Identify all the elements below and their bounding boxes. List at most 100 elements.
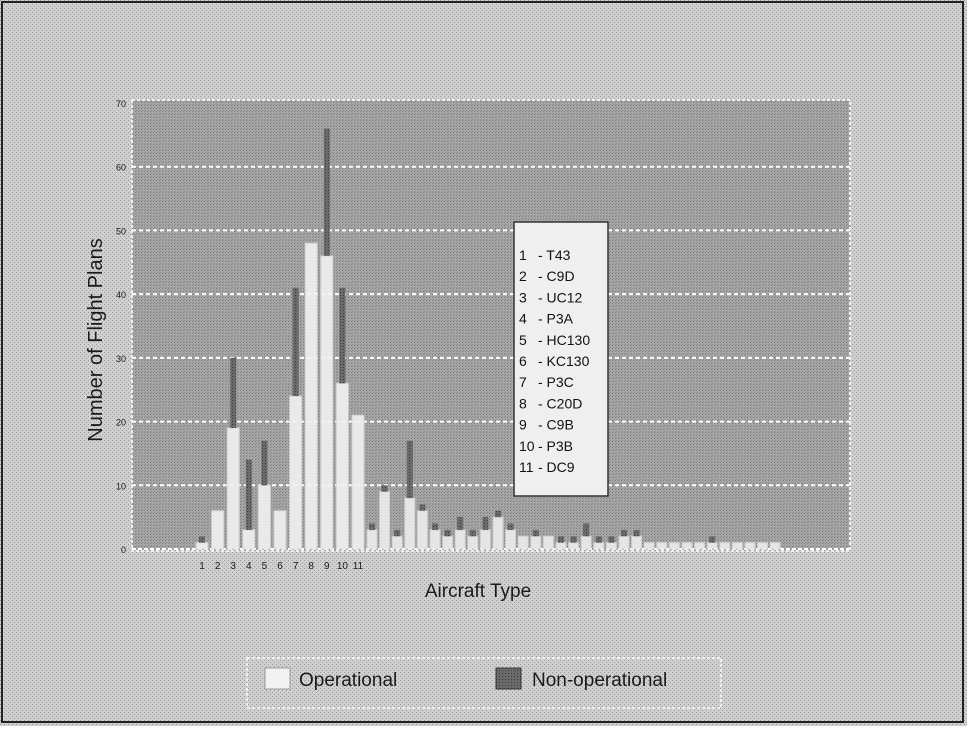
bars xyxy=(195,128,781,550)
bar-non-operational-extra-21 xyxy=(482,517,489,530)
key-number-9: 9 xyxy=(519,417,527,433)
key-name-2: - C9D xyxy=(538,268,575,284)
y-tick-label-70: 70 xyxy=(116,99,126,109)
bar-operational-extra-12 xyxy=(366,529,378,550)
key-name-5: - HC130 xyxy=(538,332,590,348)
bar-non-operational-extra-23 xyxy=(507,523,514,530)
bar-operational-extra-16 xyxy=(416,510,428,550)
key-name-9: - C9B xyxy=(538,417,574,433)
bar-operational-extra-27 xyxy=(555,542,567,550)
x-tick-label-2: 2 xyxy=(215,561,221,572)
legend-swatch-non-operational xyxy=(495,667,522,690)
key-number-6: 6 xyxy=(519,353,527,369)
key-name-8: - C20D xyxy=(538,395,582,411)
y-tick-label-50: 50 xyxy=(116,226,126,236)
y-tick-label-10: 10 xyxy=(116,481,126,491)
bar-non-operational-9 xyxy=(323,128,330,256)
key-name-4: - P3A xyxy=(538,311,574,327)
bar-operational-5 xyxy=(257,484,271,550)
bar-operational-extra-41 xyxy=(731,542,743,550)
bar-operational-9 xyxy=(320,255,334,550)
key-name-10: - P3B xyxy=(538,438,573,454)
bar-non-operational-extra-22 xyxy=(495,510,501,518)
bar-operational-extra-26 xyxy=(542,535,554,550)
bar-operational-11 xyxy=(351,414,365,550)
bar-operational-extra-32 xyxy=(618,535,630,550)
x-tick-label-8: 8 xyxy=(308,561,314,572)
bar-non-operational-extra-27 xyxy=(558,536,564,543)
bar-operational-extra-30 xyxy=(593,542,605,550)
y-tick-label-20: 20 xyxy=(116,418,126,428)
gridlines xyxy=(132,165,850,550)
bar-operational-extra-13 xyxy=(379,491,391,550)
x-tick-label-7: 7 xyxy=(293,561,299,572)
key-number-10: 10 xyxy=(519,438,535,454)
bar-operational-extra-21 xyxy=(479,529,491,550)
bar-non-operational-extra-12 xyxy=(369,523,375,530)
bar-operational-extra-19 xyxy=(454,529,466,550)
key-name-3: - UC12 xyxy=(538,289,583,305)
bar-non-operational-extra-32 xyxy=(621,529,627,537)
bar-non-operational-extra-30 xyxy=(595,536,602,543)
bar-non-operational-extra-28 xyxy=(570,536,577,543)
bar-operational-extra-40 xyxy=(719,542,731,550)
bar-non-operational-5 xyxy=(261,440,268,486)
bar-non-operational-3 xyxy=(230,357,237,428)
bar-operational-extra-18 xyxy=(442,535,454,550)
x-tick-label-9: 9 xyxy=(324,561,330,572)
key-number-7: 7 xyxy=(519,374,527,390)
x-tick-label-11: 11 xyxy=(353,561,364,572)
key-number-5: 5 xyxy=(519,332,527,348)
bar-operational-extra-29 xyxy=(580,535,592,550)
bar-non-operational-extra-13 xyxy=(381,485,388,492)
y-tick-label-30: 30 xyxy=(116,354,126,364)
bar-non-operational-1 xyxy=(199,536,205,543)
bar-operational-2 xyxy=(211,510,225,550)
y-tick-label-60: 60 xyxy=(116,163,126,173)
bar-operational-1 xyxy=(195,542,209,550)
bar-non-operational-extra-39 xyxy=(709,536,716,543)
bar-operational-7 xyxy=(289,395,303,550)
key-number-4: 4 xyxy=(519,311,527,327)
legend: Operational Non-operational xyxy=(246,657,722,709)
bar-non-operational-extra-25 xyxy=(532,529,539,537)
bar-operational-extra-38 xyxy=(694,542,706,550)
bar-operational-extra-15 xyxy=(404,497,416,550)
bar-non-operational-extra-17 xyxy=(432,523,438,530)
x-tick-label-4: 4 xyxy=(246,561,252,572)
x-axis-label: Aircraft Type xyxy=(425,581,531,602)
bar-operational-extra-34 xyxy=(643,542,655,550)
bar-non-operational-extra-19 xyxy=(457,517,464,530)
y-tick-label-0: 0 xyxy=(121,545,126,555)
bar-operational-extra-43 xyxy=(757,542,769,550)
bar-operational-extra-17 xyxy=(429,529,441,550)
legend-swatch-operational xyxy=(264,667,291,690)
bar-operational-10 xyxy=(335,382,349,550)
bar-non-operational-extra-29 xyxy=(583,523,590,537)
key-name-1: - T43 xyxy=(538,247,571,263)
key-name-11: - DC9 xyxy=(538,459,575,475)
x-axis-ticks: 1 2 3 4 5 6 7 8 9 10 11 xyxy=(199,561,363,572)
aircraft-key-box: 1 - T43 2 - C9D 3 - UC12 4 - P3A 5 - HC130 6 - KC13… xyxy=(513,221,609,497)
bar-operational-extra-22 xyxy=(492,516,504,550)
x-tick-label-5: 5 xyxy=(262,561,268,572)
bar-non-operational-7 xyxy=(292,287,299,397)
bar-operational-extra-25 xyxy=(530,535,542,550)
y-axis-ticks: 0 10 20 30 40 50 60 70 xyxy=(116,99,126,555)
key-number-11: 11 xyxy=(519,459,534,475)
bar-operational-extra-31 xyxy=(605,542,617,550)
bar-non-operational-10 xyxy=(339,287,346,384)
y-axis-label: Number of Flight Plans xyxy=(85,238,107,441)
bar-operational-extra-35 xyxy=(656,542,668,550)
bar-operational-extra-39 xyxy=(706,542,718,550)
bar-non-operational-extra-31 xyxy=(608,536,615,543)
key-name-7: - P3C xyxy=(538,374,574,390)
key-number-8: 8 xyxy=(519,395,527,411)
bar-operational-3 xyxy=(226,427,240,550)
bar-operational-extra-20 xyxy=(467,535,479,550)
x-tick-label-1: 1 xyxy=(199,561,205,572)
bar-non-operational-extra-14 xyxy=(394,529,401,537)
